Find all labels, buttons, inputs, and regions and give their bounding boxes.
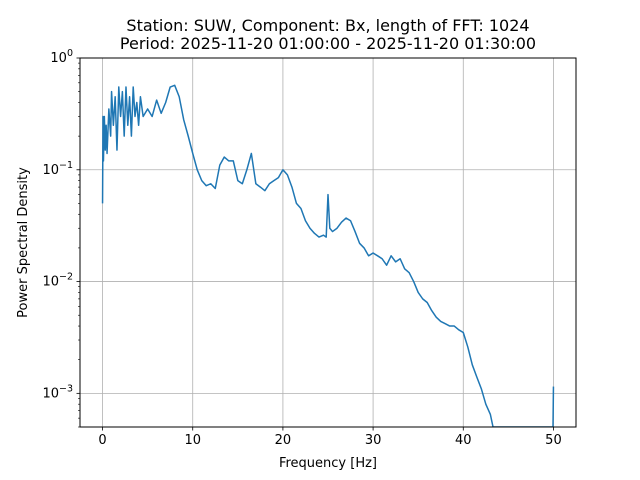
- y-tick-label: 10−2: [42, 272, 73, 290]
- y-tick-label: 100: [50, 48, 73, 66]
- x-tick-label: 0: [98, 433, 106, 448]
- y-tick-label: 10−3: [42, 383, 73, 401]
- x-tick-label: 10: [184, 433, 201, 448]
- x-tick-label: 30: [365, 433, 382, 448]
- chart-title-line-2: Period: 2025-11-20 01:00:00 - 2025-11-20…: [120, 34, 536, 53]
- y-axis-label: Power Spectral Density: [16, 167, 31, 318]
- x-tick-label: 40: [455, 433, 472, 448]
- y-tick-label: 10−1: [42, 160, 73, 178]
- plot-frame: [79, 57, 577, 428]
- chart-title-line-1: Station: SUW, Component: Bx, length of F…: [126, 16, 529, 35]
- x-axis-label: Frequency [Hz]: [279, 456, 377, 471]
- plot-area-background: [80, 58, 576, 427]
- x-tick-label: 20: [275, 433, 292, 448]
- ticks: 0 10 20 30 40 50 10−3 10−2 10−1 100: [42, 48, 561, 448]
- psd-series-line: [101, 84, 555, 427]
- x-tick-label: 50: [545, 433, 562, 448]
